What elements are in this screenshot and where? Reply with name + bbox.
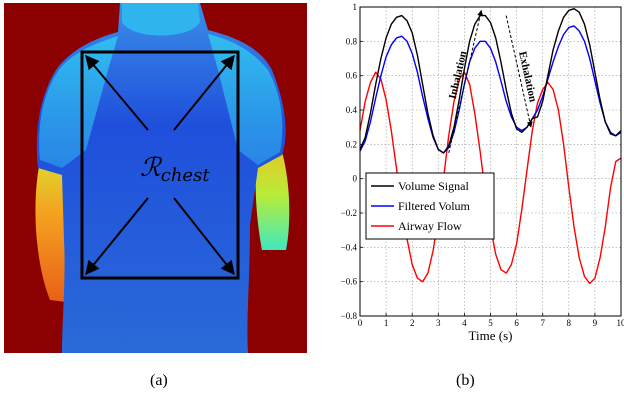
x-tick-label: 7 [540, 318, 545, 328]
arrow-bottom-right [173, 197, 235, 276]
y-tick-label: −0.8 [341, 311, 358, 321]
x-tick-label: 2 [410, 318, 415, 328]
x-tick-label: 8 [567, 318, 572, 328]
annotation-arrow [448, 9, 484, 154]
legend-label: Filtered Volum [398, 199, 471, 213]
series-line-volume-signal [359, 7, 622, 154]
x-tick-label: 6 [514, 318, 519, 328]
region-label-subscript: chest [161, 165, 211, 186]
arrow-top-right [173, 54, 235, 131]
x-tick-label: 0 [358, 318, 363, 328]
y-tick-label: 0.2 [346, 139, 357, 149]
series-line-filtered-volum [359, 25, 622, 154]
y-tick-label: 1 [353, 2, 358, 12]
neck [122, 3, 200, 36]
chart-ticks: 0 1 2 3 4 5 6 7 8 9 10 −0.8 −0.6 −0.4 −0.2 0 0.2 0.4 0.6 0.… [341, 2, 624, 328]
arrow-bottom-left [85, 197, 149, 276]
right-arm [255, 140, 290, 250]
depth-image-panel: ℛchest [4, 3, 307, 353]
panel-a-caption: (a) [150, 372, 168, 389]
chart-legend: Volume Signal Filtered Volum Airway Flow [365, 172, 495, 240]
y-tick-label: −0.2 [341, 208, 357, 218]
x-tick-label: 4 [462, 318, 467, 328]
arrow-top-left [85, 54, 149, 131]
x-tick-label: 5 [488, 318, 493, 328]
y-tick-label: 0.8 [346, 36, 358, 46]
x-axis-label: Time (s) [469, 328, 513, 343]
y-tick-label: −0.4 [341, 242, 358, 252]
legend-label: Airway Flow [398, 219, 462, 233]
breathing-chart: 0 1 2 3 4 5 6 7 8 9 10 −0.8 −0.6 −0.4 −0.2 0 0.2 0.4 0.6 0.… [341, 2, 624, 343]
y-tick-label: −0.6 [341, 277, 358, 287]
x-tick-label: 3 [436, 318, 441, 328]
chest-region-box [80, 50, 240, 280]
chart-annotations: Inhalation Exhalation [447, 9, 539, 154]
annotation-arrow [505, 15, 533, 128]
x-tick-label: 1 [384, 318, 389, 328]
chart-grid [359, 6, 622, 317]
panel-b-caption: (b) [456, 372, 475, 389]
region-label: ℛchest [140, 153, 210, 186]
y-tick-label: 0 [353, 174, 358, 184]
plot-frame [359, 6, 622, 317]
legend-label: Volume Signal [398, 179, 469, 193]
y-tick-label: 0.6 [346, 71, 358, 81]
x-tick-label: 10 [617, 318, 624, 328]
y-tick-label: 0.4 [346, 105, 358, 115]
x-tick-label: 9 [593, 318, 598, 328]
